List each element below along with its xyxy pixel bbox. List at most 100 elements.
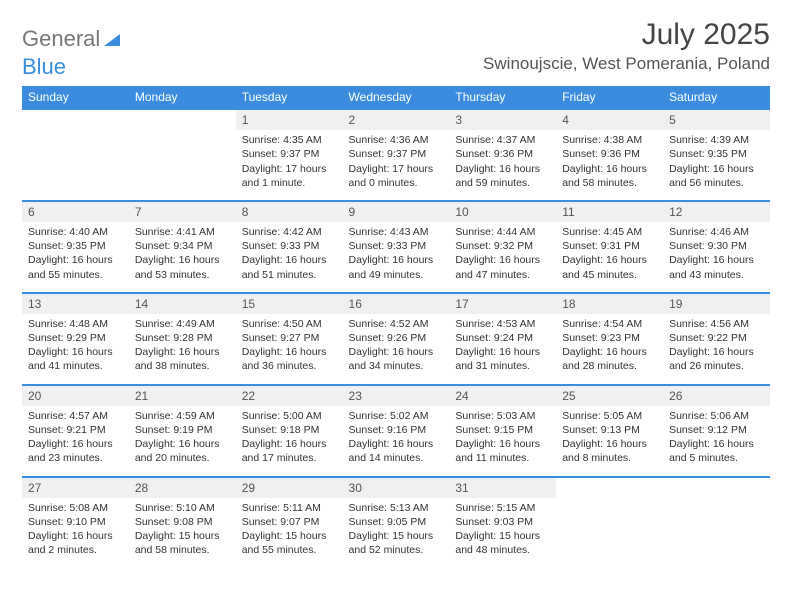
sunset-line: Sunset: 9:32 PM xyxy=(455,239,550,253)
sunrise-line: Sunrise: 5:11 AM xyxy=(242,501,337,515)
day-content-cell: Sunrise: 5:11 AMSunset: 9:07 PMDaylight:… xyxy=(236,498,343,568)
sunrise-line: Sunrise: 5:03 AM xyxy=(455,409,550,423)
calendar-table: SundayMondayTuesdayWednesdayThursdayFrid… xyxy=(22,86,770,568)
day-content-cell: Sunrise: 4:46 AMSunset: 9:30 PMDaylight:… xyxy=(663,222,770,293)
day-number-cell: 27 xyxy=(22,477,129,498)
daylight-line: Daylight: 15 hours and 48 minutes. xyxy=(455,529,550,557)
sunset-line: Sunset: 9:08 PM xyxy=(135,515,230,529)
day-content-cell: Sunrise: 4:50 AMSunset: 9:27 PMDaylight:… xyxy=(236,314,343,385)
day-number-cell: 3 xyxy=(449,109,556,130)
day-number-cell: 10 xyxy=(449,201,556,222)
sunset-line: Sunset: 9:07 PM xyxy=(242,515,337,529)
page-title: July 2025 xyxy=(483,18,770,52)
day-number-cell: 21 xyxy=(129,385,236,406)
sunrise-line: Sunrise: 4:52 AM xyxy=(349,317,444,331)
sunrise-line: Sunrise: 4:44 AM xyxy=(455,225,550,239)
day-content-cell xyxy=(556,498,663,568)
sunrise-line: Sunrise: 5:10 AM xyxy=(135,501,230,515)
day-content-cell xyxy=(22,130,129,201)
daylight-line: Daylight: 16 hours and 17 minutes. xyxy=(242,437,337,465)
day-number-cell xyxy=(556,477,663,498)
day-content-row: Sunrise: 4:48 AMSunset: 9:29 PMDaylight:… xyxy=(22,314,770,385)
sunset-line: Sunset: 9:13 PM xyxy=(562,423,657,437)
day-content-cell: Sunrise: 4:56 AMSunset: 9:22 PMDaylight:… xyxy=(663,314,770,385)
sunset-line: Sunset: 9:27 PM xyxy=(242,331,337,345)
daylight-line: Daylight: 16 hours and 49 minutes. xyxy=(349,253,444,281)
day-content-row: Sunrise: 4:57 AMSunset: 9:21 PM Daylight:… xyxy=(22,406,770,477)
sunrise-line: Sunrise: 4:38 AM xyxy=(562,133,657,147)
location-text: Swinoujscie, West Pomerania, Poland xyxy=(483,54,770,74)
day-content-cell: Sunrise: 4:35 AMSunset: 9:37 PMDaylight:… xyxy=(236,130,343,201)
sunset-line: Sunset: 9:15 PM xyxy=(455,423,550,437)
daylight-line: Daylight: 16 hours and 2 minutes. xyxy=(28,529,123,557)
header: General Blue July 2025 Swinoujscie, West… xyxy=(22,18,770,78)
day-number-cell: 18 xyxy=(556,293,663,314)
daylight-line: Daylight: 16 hours and 53 minutes. xyxy=(135,253,230,281)
sunrise-line: Sunrise: 4:54 AM xyxy=(562,317,657,331)
day-content-cell: Sunrise: 4:41 AMSunset: 9:34 PMDaylight:… xyxy=(129,222,236,293)
day-number-cell: 15 xyxy=(236,293,343,314)
sunrise-line: Sunrise: 4:43 AM xyxy=(349,225,444,239)
daylight-line: Daylight: 16 hours and 26 minutes. xyxy=(669,345,764,373)
day-number-cell: 25 xyxy=(556,385,663,406)
day-content-cell: Sunrise: 5:10 AMSunset: 9:08 PMDaylight:… xyxy=(129,498,236,568)
day-content-cell: Sunrise: 4:44 AMSunset: 9:32 PMDaylight:… xyxy=(449,222,556,293)
title-block: July 2025 Swinoujscie, West Pomerania, P… xyxy=(483,18,770,74)
sunrise-line: Sunrise: 4:57 AM xyxy=(28,409,123,423)
sunset-line: Sunset: 9:33 PM xyxy=(242,239,337,253)
daylight-line: Daylight: 16 hours and 45 minutes. xyxy=(562,253,657,281)
weekday-header: Tuesday xyxy=(236,86,343,109)
sunrise-line: Sunrise: 4:50 AM xyxy=(242,317,337,331)
logo: General Blue xyxy=(22,18,122,78)
sunrise-line: Sunrise: 4:59 AM xyxy=(135,409,230,423)
daylight-line: Daylight: 16 hours and 43 minutes. xyxy=(669,253,764,281)
day-content-cell: Sunrise: 4:53 AMSunset: 9:24 PMDaylight:… xyxy=(449,314,556,385)
day-content-cell: Sunrise: 4:45 AMSunset: 9:31 PMDaylight:… xyxy=(556,222,663,293)
day-number-cell: 4 xyxy=(556,109,663,130)
sunset-line: Sunset: 9:23 PM xyxy=(562,331,657,345)
day-number-cell xyxy=(129,109,236,130)
day-number-row: 12345 xyxy=(22,109,770,130)
sunset-line: Sunset: 9:37 PM xyxy=(349,147,444,161)
day-content-cell: Sunrise: 4:40 AMSunset: 9:35 PMDaylight:… xyxy=(22,222,129,293)
sunset-line: Sunset: 9:21 PM xyxy=(28,423,123,437)
day-number-row: 13141516171819 xyxy=(22,293,770,314)
sunrise-line: Sunrise: 4:39 AM xyxy=(669,133,764,147)
day-number-cell: 19 xyxy=(663,293,770,314)
daylight-line: Daylight: 16 hours and 14 minutes. xyxy=(349,437,444,465)
weekday-header: Sunday xyxy=(22,86,129,109)
sunset-line: Sunset: 9:31 PM xyxy=(562,239,657,253)
day-number-cell: 24 xyxy=(449,385,556,406)
day-number-row: 2728293031 xyxy=(22,477,770,498)
day-number-cell: 8 xyxy=(236,201,343,222)
day-number-cell: 20 xyxy=(22,385,129,406)
day-number-cell: 16 xyxy=(343,293,450,314)
day-number-row: 6789101112 xyxy=(22,201,770,222)
day-number-cell: 5 xyxy=(663,109,770,130)
day-content-cell xyxy=(663,498,770,568)
logo-text-1: General xyxy=(22,26,100,51)
day-number-cell: 14 xyxy=(129,293,236,314)
sunrise-line: Sunrise: 4:45 AM xyxy=(562,225,657,239)
day-number-row: 20212223242526 xyxy=(22,385,770,406)
sunrise-line: Sunrise: 5:00 AM xyxy=(242,409,337,423)
day-content-cell: Sunrise: 4:37 AMSunset: 9:36 PMDaylight:… xyxy=(449,130,556,201)
sunrise-line: Sunrise: 4:49 AM xyxy=(135,317,230,331)
daylight-line: Daylight: 17 hours and 1 minute. xyxy=(242,162,337,190)
sunset-line: Sunset: 9:36 PM xyxy=(455,147,550,161)
day-content-cell: Sunrise: 4:59 AMSunset: 9:19 PMDaylight:… xyxy=(129,406,236,477)
sunset-line: Sunset: 9:37 PM xyxy=(242,147,337,161)
day-content-cell: Sunrise: 4:48 AMSunset: 9:29 PMDaylight:… xyxy=(22,314,129,385)
sunrise-line: Sunrise: 5:06 AM xyxy=(669,409,764,423)
day-content-cell: Sunrise: 4:54 AMSunset: 9:23 PMDaylight:… xyxy=(556,314,663,385)
sunset-line: Sunset: 9:16 PM xyxy=(349,423,444,437)
day-number-cell xyxy=(22,109,129,130)
sunrise-line: Sunrise: 5:08 AM xyxy=(28,501,123,515)
day-content-cell: Sunrise: 5:03 AMSunset: 9:15 PMDaylight:… xyxy=(449,406,556,477)
daylight-line: Daylight: 16 hours and 31 minutes. xyxy=(455,345,550,373)
day-number-cell: 28 xyxy=(129,477,236,498)
weekday-header: Monday xyxy=(129,86,236,109)
daylight-line: Daylight: 16 hours and 11 minutes. xyxy=(455,437,550,465)
sunset-line: Sunset: 9:03 PM xyxy=(455,515,550,529)
day-content-row: Sunrise: 4:35 AMSunset: 9:37 PMDaylight:… xyxy=(22,130,770,201)
